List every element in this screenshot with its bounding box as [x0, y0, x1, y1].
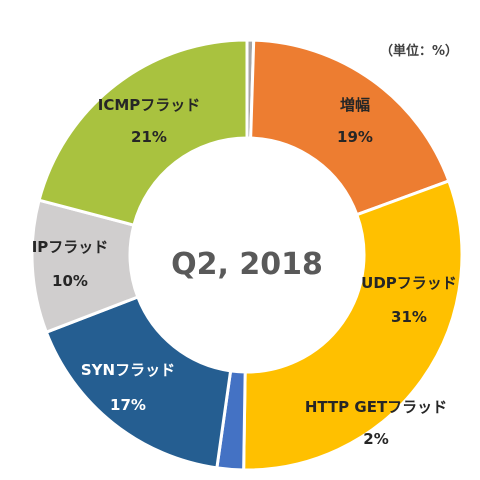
slice-0	[249, 38, 451, 217]
slice-1	[242, 179, 464, 472]
unit-note: （単位：%）	[379, 44, 458, 59]
slice-value-4: 10%	[52, 272, 88, 290]
slice-name-4: IPフラッド	[32, 238, 109, 256]
slice-value-3: 17%	[110, 396, 146, 414]
slice-5	[37, 38, 249, 227]
slice-name-5: ICMPフラッド	[98, 96, 201, 114]
center-label: Q2, 2018	[171, 247, 323, 282]
slice-name-1: UDPフラッド	[361, 274, 457, 292]
donut-labels: 増幅 19% UDPフラッド 31% HTTP GETフラッド 2% SYNフラッド 17% I…	[32, 96, 457, 448]
donut-slices	[30, 38, 464, 472]
slice-value-1: 31%	[391, 308, 427, 326]
slice-name-0: 増幅	[340, 96, 370, 114]
slice-name-3: SYNフラッド	[81, 361, 175, 379]
slice-3	[44, 295, 233, 470]
slice-value-2: 2%	[363, 430, 388, 448]
slice-value-0: 19%	[337, 128, 373, 146]
slice-value-5: 21%	[131, 128, 167, 146]
slice-name-2: HTTP GETフラッド	[305, 398, 447, 416]
